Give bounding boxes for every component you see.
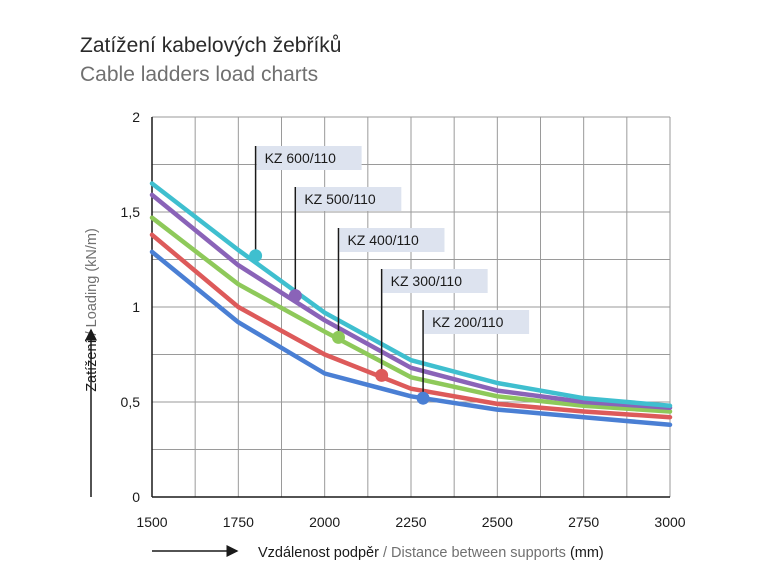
series-marker	[249, 249, 263, 263]
x-axis-title-unit: (mm)	[566, 545, 604, 561]
y-tick-label: 0	[132, 489, 140, 505]
series-label-box	[296, 187, 402, 211]
tick-labels: 1500 1750 2000 2250 2500 2750 3000 0 0,5 1 1,5 2	[121, 109, 686, 530]
x-axis-title-en: Distance between supports	[391, 545, 566, 561]
x-tick-label: 2000	[309, 514, 340, 530]
x-tick-label: 2250	[395, 514, 426, 530]
x-tick-label: 3000	[654, 514, 685, 530]
x-axis-title-sep: /	[379, 545, 391, 561]
series-label: KZ 400/110	[347, 232, 419, 248]
series-label: KZ 600/110	[265, 150, 337, 166]
y-tick-label: 0,5	[121, 394, 141, 410]
series-line	[149, 181, 673, 409]
series-line	[149, 192, 673, 410]
series-marker	[288, 289, 302, 303]
series-line	[149, 215, 673, 414]
x-tick-label: 1500	[136, 514, 167, 530]
y-axis-title: Zatížení / Loading (kN/m)	[84, 228, 100, 392]
series-label-box	[424, 310, 530, 334]
series-label: KZ 500/110	[304, 191, 376, 207]
series-marker	[375, 368, 389, 382]
x-tick-label: 2750	[568, 514, 599, 530]
series-label: KZ 200/110	[432, 314, 504, 330]
x-tick-label: 2500	[482, 514, 513, 530]
series-label-box	[382, 269, 488, 293]
x-axis-title: Vzdálenost podpěr / Distance between sup…	[258, 545, 604, 561]
series-label-box	[256, 146, 362, 170]
series-line	[149, 249, 673, 428]
y-tick-label: 2	[132, 109, 140, 125]
series-labels: KZ 600/110 KZ 500/110 KZ 400/110 KZ 300/110…	[249, 146, 530, 405]
series-label-box	[339, 228, 445, 252]
y-axis-title-sep: /	[84, 327, 100, 339]
series-label: KZ 300/110	[391, 273, 463, 289]
y-axis-title-cz: Zatížení	[84, 339, 100, 391]
series-lines	[149, 181, 673, 428]
series-line	[149, 232, 673, 420]
y-tick-label: 1,5	[121, 204, 141, 220]
y-tick-label: 1	[132, 299, 140, 315]
series-marker	[331, 330, 345, 344]
x-tick-label: 1750	[223, 514, 254, 530]
series-marker	[416, 391, 430, 405]
chart-title: Zatížení kabelových žebříků	[80, 34, 342, 57]
x-axis-title-cz: Vzdálenost podpěr	[258, 545, 379, 561]
y-axis-title-en: Loading (kN/m)	[84, 228, 100, 327]
grid	[151, 116, 671, 498]
chart-subtitle: Cable ladders load charts	[80, 63, 319, 86]
